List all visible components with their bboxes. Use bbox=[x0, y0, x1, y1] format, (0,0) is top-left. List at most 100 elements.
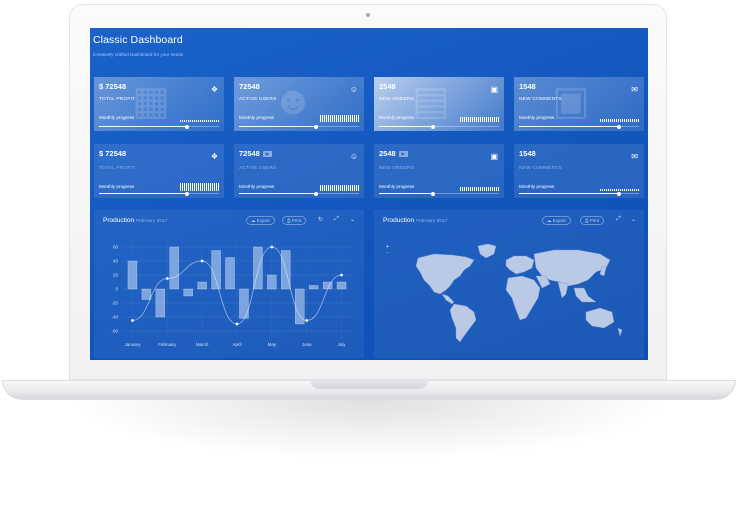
sparkline-bar bbox=[208, 183, 209, 191]
sparkline-bar bbox=[602, 119, 603, 122]
chart-bar bbox=[155, 288, 166, 318]
stat-card-total-profit-alt[interactable]: $ 72548 TOTAL PROFIT ❖ Monthly progress bbox=[94, 144, 224, 198]
sparkline-bar bbox=[468, 187, 469, 191]
users-icon: ☺ bbox=[349, 85, 358, 94]
sparkline-bar bbox=[472, 117, 473, 122]
stat-card-new-orders[interactable]: ▤ 2548 NEW ORDERS ▣ Monthly progress bbox=[374, 77, 504, 131]
stat-card-new-comments-alt[interactable]: 1548 NEW COMMENTS ✉ Monthly progress bbox=[514, 144, 644, 198]
sparkline-bar bbox=[620, 119, 621, 122]
sparkline-bar bbox=[212, 183, 213, 191]
sparkline-bar bbox=[186, 120, 187, 122]
y-tick-label: -40 bbox=[111, 315, 118, 320]
sparkline-bar bbox=[336, 115, 337, 122]
sparkline-bar bbox=[628, 119, 629, 122]
sparkline-bar bbox=[496, 187, 497, 191]
sparkline-bar bbox=[326, 115, 327, 122]
sparkline-bar bbox=[600, 119, 601, 122]
chart-bar bbox=[253, 246, 263, 290]
sparkline-bar bbox=[340, 185, 341, 191]
stat-card-active-users-alt[interactable]: 72548 ▶ ACTIVE USERS ☺ Monthly progress bbox=[234, 144, 364, 198]
sparkline-bar bbox=[346, 115, 347, 122]
zoom-out-button[interactable]: - bbox=[386, 250, 389, 256]
refresh-icon[interactable]: ↻ bbox=[318, 217, 324, 223]
chart-bar bbox=[197, 281, 207, 290]
sparkline-bar bbox=[344, 185, 345, 191]
sparkline-bar bbox=[632, 189, 633, 191]
sparkline-bar bbox=[214, 183, 215, 191]
expand-icon[interactable]: ⤢ bbox=[616, 216, 621, 222]
map-region-north-america bbox=[415, 253, 475, 295]
stat-card-new-orders-alt[interactable]: 2548 ▶ NEW ORDERS ▣ Monthly progress bbox=[374, 144, 504, 198]
print-button[interactable]: ⎙ Print bbox=[580, 216, 605, 225]
y-tick-label: 40 bbox=[113, 259, 119, 264]
video-badge-icon: ▶ bbox=[398, 151, 408, 158]
print-button[interactable]: ⎙ Print bbox=[282, 216, 307, 225]
sparkline-bar bbox=[470, 117, 471, 122]
expand-icon[interactable]: ⤢ bbox=[334, 216, 339, 222]
chart-bar bbox=[239, 288, 249, 319]
sparkline-bar bbox=[184, 120, 185, 122]
sparkline-bar bbox=[208, 120, 209, 122]
sparkline-bar bbox=[356, 185, 357, 191]
stat-card-active-users[interactable]: ☻ 72548 ACTIVE USERS ☺ Monthly progress bbox=[234, 77, 364, 131]
stat-card-total-profit[interactable]: ▦ $ 72548 TOTAL PROFIT ❖ Monthly progres… bbox=[94, 77, 224, 131]
y-tick-label: 60 bbox=[113, 245, 119, 250]
x-tick-label: July bbox=[338, 342, 347, 347]
users-watermark-icon: ☻ bbox=[272, 79, 315, 123]
sparkline-bar bbox=[638, 119, 639, 122]
sparkline-bar bbox=[498, 187, 499, 191]
sparkline-bar bbox=[604, 189, 605, 191]
export-button[interactable]: ☁ Export bbox=[542, 216, 571, 225]
chevron-down-icon[interactable]: ⌄ bbox=[631, 217, 637, 223]
stat-label: ACTIVE USERS bbox=[239, 97, 277, 102]
chart-bar bbox=[127, 260, 138, 290]
progress-bar bbox=[379, 191, 499, 196]
sparkline-bar bbox=[488, 117, 489, 122]
panel-subtitle: February 2017 bbox=[136, 219, 168, 224]
sparkline-bar bbox=[200, 183, 201, 191]
sparkline-bar bbox=[352, 185, 353, 191]
sparkline-bar bbox=[326, 185, 327, 191]
sparkline-bar bbox=[354, 185, 355, 191]
stat-card-new-comments[interactable]: ▣ 1548 NEW COMMENTS ✉ Monthly progress bbox=[514, 77, 644, 131]
sparkline-bar bbox=[610, 189, 611, 191]
sparkline-bar bbox=[182, 183, 183, 191]
sparkline-bar bbox=[196, 183, 197, 191]
map-region-central-america bbox=[441, 293, 455, 305]
sparkline-bar bbox=[482, 187, 483, 191]
sparkline-bar bbox=[190, 120, 191, 122]
stat-label: NEW ORDERS bbox=[379, 97, 415, 102]
chart-bar bbox=[141, 288, 152, 300]
sparkline-bar bbox=[462, 117, 463, 122]
x-tick-label: April bbox=[232, 342, 241, 347]
sparkline bbox=[320, 115, 359, 122]
map-region-japan bbox=[599, 265, 607, 277]
sparkline-bar bbox=[490, 117, 491, 122]
sparkline-bar bbox=[348, 115, 349, 122]
page-subtitle: Creatively crafted Dashboard for your ne… bbox=[93, 52, 184, 57]
progress-label: Monthly progress bbox=[519, 115, 555, 120]
progress-bar bbox=[379, 124, 499, 129]
zoom-in-button[interactable]: + bbox=[386, 244, 389, 250]
stat-value: $ 72548 bbox=[99, 149, 127, 158]
sparkline-bar bbox=[494, 117, 495, 122]
stat-label: NEW COMMENTS bbox=[519, 97, 562, 102]
progress-bar bbox=[99, 124, 219, 129]
world-map[interactable] bbox=[374, 210, 644, 358]
sparkline-bar bbox=[354, 115, 355, 122]
trend-point bbox=[235, 322, 239, 326]
chart-bar bbox=[308, 285, 319, 290]
sparkline-bar bbox=[188, 183, 189, 191]
stat-value: 2548 bbox=[379, 82, 396, 91]
sparkline-bar bbox=[466, 117, 467, 122]
sparkline-bar bbox=[638, 189, 639, 191]
sparkline-bar bbox=[634, 119, 635, 122]
sparkline-bar bbox=[464, 117, 465, 122]
sparkline-bar bbox=[186, 183, 187, 191]
stat-label: TOTAL PROFIT bbox=[99, 97, 136, 102]
sparkline-bar bbox=[478, 117, 479, 122]
sparkline-bar bbox=[194, 120, 195, 122]
chevron-down-icon[interactable]: ⌄ bbox=[350, 217, 356, 223]
export-button[interactable]: ☁ Export bbox=[246, 216, 275, 225]
video-badge-icon: ▶ bbox=[262, 151, 272, 158]
